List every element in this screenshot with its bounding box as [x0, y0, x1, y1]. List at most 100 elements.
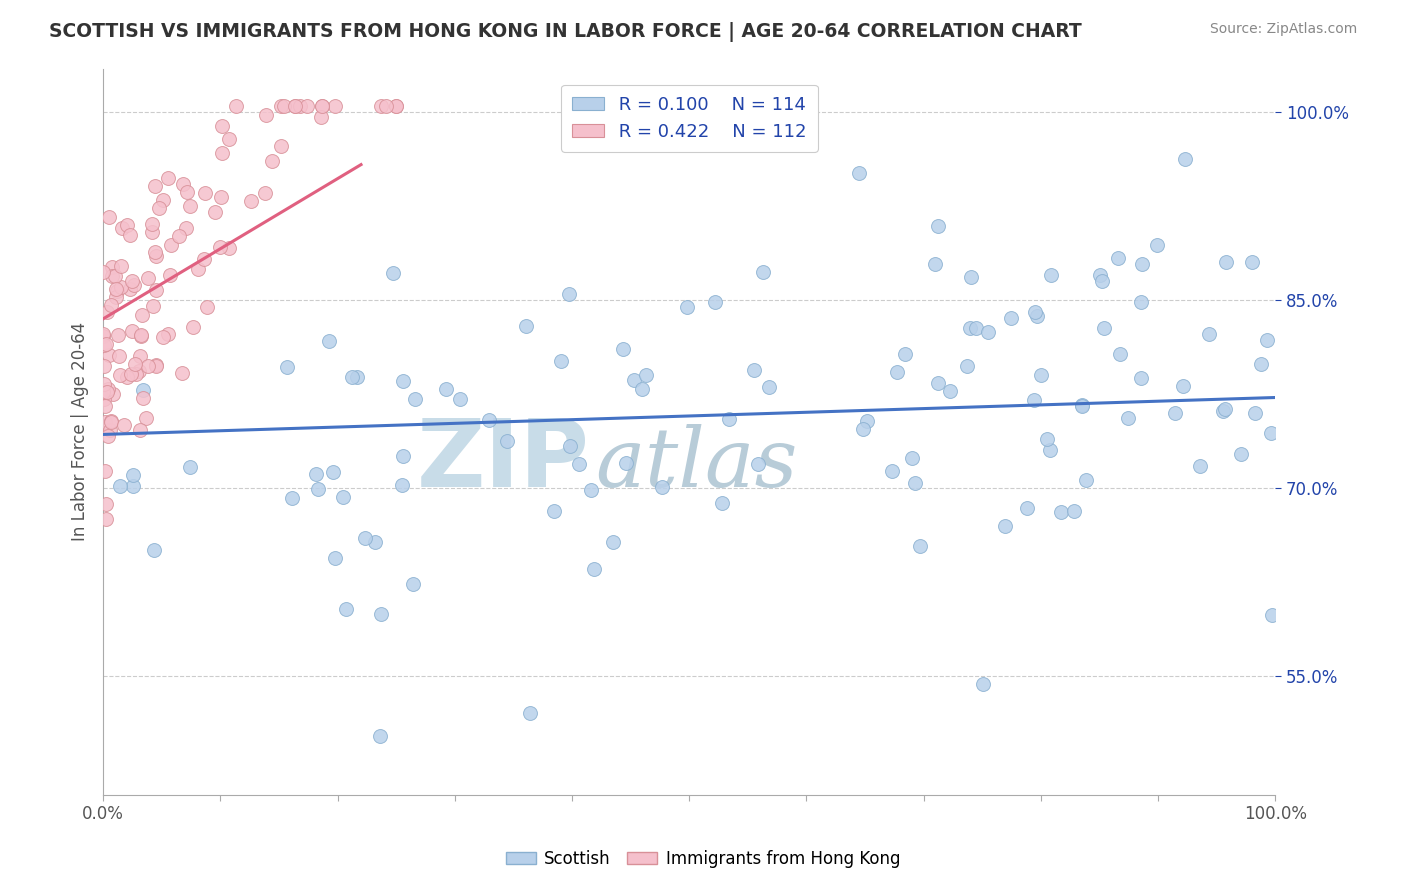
Point: [103, 386, 125, 401]
Point: [558, 287, 581, 301]
Point: [959, 321, 981, 335]
Point: [132, 383, 155, 397]
Point: [93, 464, 115, 478]
Point: [1230, 447, 1253, 461]
Point: [121, 274, 143, 288]
Point: [240, 194, 263, 209]
Point: [1129, 294, 1152, 309]
Point: [96, 305, 118, 319]
Point: [193, 252, 215, 267]
Point: [1071, 398, 1094, 412]
Point: [254, 108, 277, 122]
Point: [322, 465, 344, 479]
Point: [311, 99, 333, 113]
Text: atlas: atlas: [596, 425, 797, 505]
Point: [120, 367, 142, 381]
Point: [141, 225, 163, 239]
Point: [1026, 309, 1049, 323]
Point: [402, 577, 425, 591]
Point: [93, 359, 115, 374]
Point: [602, 535, 624, 549]
Point: [283, 99, 305, 113]
Point: [148, 201, 170, 215]
Point: [851, 421, 873, 435]
Point: [172, 177, 194, 191]
Point: [1198, 327, 1220, 342]
Point: [138, 359, 160, 373]
Point: [152, 194, 174, 208]
Point: [543, 504, 565, 518]
Point: [281, 491, 304, 506]
Point: [142, 299, 165, 313]
Point: [308, 483, 330, 497]
Point: [742, 362, 765, 376]
Point: [651, 480, 673, 494]
Point: [187, 261, 209, 276]
Point: [152, 329, 174, 343]
Point: [176, 185, 198, 199]
Point: [1171, 379, 1194, 393]
Point: [288, 99, 311, 113]
Point: [758, 380, 780, 394]
Point: [1130, 257, 1153, 271]
Point: [703, 295, 725, 310]
Point: [370, 99, 392, 113]
Point: [105, 290, 128, 304]
Point: [108, 368, 131, 383]
Point: [495, 434, 517, 449]
Point: [1129, 371, 1152, 385]
Point: [346, 369, 368, 384]
Point: [160, 237, 183, 252]
Point: [218, 132, 240, 146]
Point: [105, 285, 128, 299]
Point: [159, 268, 181, 282]
Point: [97, 382, 120, 396]
Point: [1063, 504, 1085, 518]
Y-axis label: In Labor Force | Age 20-64: In Labor Force | Age 20-64: [72, 322, 89, 541]
Point: [94, 512, 117, 526]
Point: [104, 268, 127, 283]
Point: [108, 478, 131, 492]
Point: [1146, 238, 1168, 252]
Point: [110, 259, 132, 273]
Point: [128, 349, 150, 363]
Point: [1260, 426, 1282, 441]
Point: [582, 562, 605, 576]
Point: [204, 205, 226, 219]
Point: [129, 328, 152, 343]
Point: [354, 531, 377, 545]
Point: [195, 300, 218, 314]
Point: [965, 321, 987, 335]
Point: [1024, 304, 1046, 318]
Point: [169, 229, 191, 244]
Point: [1074, 473, 1097, 487]
Point: [117, 218, 139, 232]
Point: [111, 221, 134, 235]
Point: [335, 602, 357, 616]
Point: [94, 336, 117, 351]
Point: [218, 241, 240, 255]
Point: [94, 497, 117, 511]
Point: [1088, 268, 1111, 283]
Point: [91, 265, 114, 279]
Point: [179, 460, 201, 475]
Point: [120, 282, 142, 296]
Point: [120, 228, 142, 243]
Point: [211, 119, 233, 133]
Point: [381, 266, 404, 280]
Point: [100, 414, 122, 428]
Point: [122, 467, 145, 482]
Point: [927, 219, 949, 234]
Point: [1040, 268, 1063, 282]
Point: [295, 99, 318, 113]
Point: [156, 171, 179, 186]
Point: [143, 543, 166, 558]
Point: [143, 179, 166, 194]
Point: [108, 350, 131, 364]
Point: [558, 439, 581, 453]
Point: [270, 99, 292, 113]
Point: [710, 496, 733, 510]
Point: [101, 269, 124, 284]
Point: [121, 479, 143, 493]
Point: [1212, 404, 1234, 418]
